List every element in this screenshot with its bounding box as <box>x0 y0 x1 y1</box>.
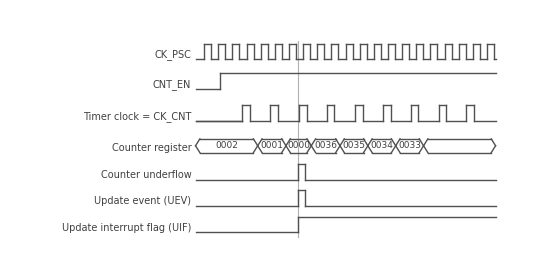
Text: Timer clock = CK_CNT: Timer clock = CK_CNT <box>83 111 191 122</box>
Text: 0033: 0033 <box>398 141 421 150</box>
Text: CK_PSC: CK_PSC <box>154 49 191 60</box>
Text: Update interrupt flag (UIF): Update interrupt flag (UIF) <box>62 223 191 233</box>
Text: Counter register: Counter register <box>112 143 191 153</box>
Text: CNT_EN: CNT_EN <box>153 79 191 90</box>
Text: Counter underflow: Counter underflow <box>101 170 191 180</box>
Text: 0002: 0002 <box>215 141 238 150</box>
Text: 0034: 0034 <box>371 141 393 150</box>
Text: 0000: 0000 <box>287 141 310 150</box>
Text: 0035: 0035 <box>342 141 366 150</box>
Text: Update event (UEV): Update event (UEV) <box>94 196 191 206</box>
Text: 0036: 0036 <box>314 141 337 150</box>
Text: 0001: 0001 <box>260 141 283 150</box>
